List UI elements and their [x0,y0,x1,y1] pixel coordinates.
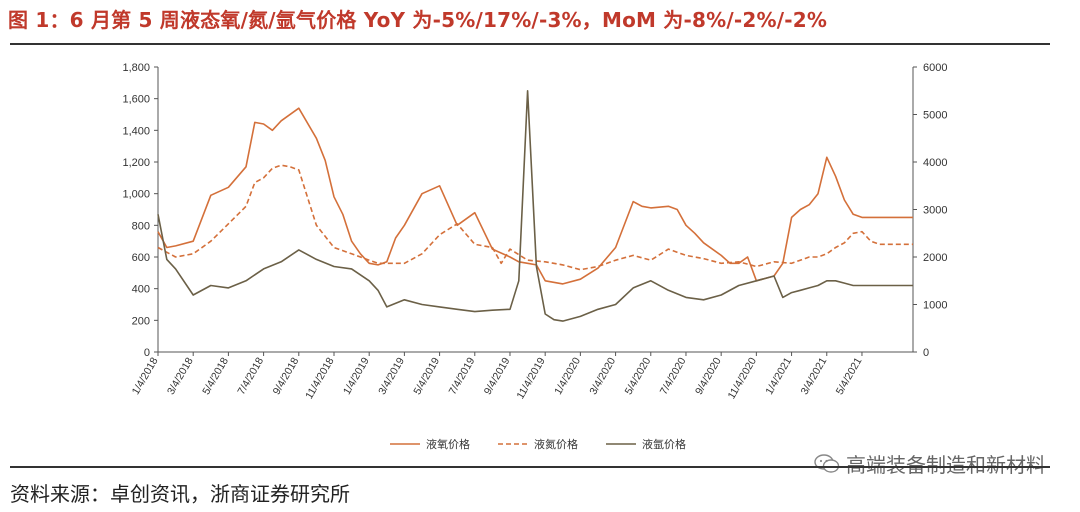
left-y-tick-label: 1,000 [122,189,150,201]
series-line-1 [157,107,913,285]
x-tick-label: 9/4/2018 [271,355,302,397]
x-tick-label: 3/4/2018 [165,355,196,397]
left-y-tick-label: 1,200 [122,157,150,169]
legend-label-3: 液氩价格 [642,437,686,451]
left-y-tick-label: 600 [132,252,150,264]
right-y-tick-label: 6000 [923,62,947,74]
left-y-tick-label: 200 [132,315,150,327]
series-line-3 [157,90,913,322]
left-y-tick-label: 1,600 [122,94,150,106]
x-tick-label: 5/4/2019 [411,355,442,397]
left-y-tick-label: 0 [144,347,150,359]
x-tick-label: 3/4/2021 [799,355,830,397]
x-tick-label: 1/4/2019 [341,355,372,397]
x-tick-label: 1/4/2021 [763,355,794,397]
chart-title: 图 1：6 月第 5 周液态氧/氮/氩气价格 YoY 为-5%/17%/-3%，… [8,8,828,32]
watermark-text: 高端装备制造和新材料 [846,453,1046,477]
right-y-tick-label: 1000 [923,300,947,312]
series-line-2 [157,164,913,271]
left-y-tick-label: 1,800 [122,62,150,74]
x-tick-label: 7/4/2019 [447,355,478,397]
legend-label-1: 液氧价格 [426,437,470,451]
right-y-tick-label: 3000 [923,205,947,217]
x-tick-label: 7/4/2018 [235,355,266,397]
x-tick-label: 11/4/2019 [514,355,547,401]
wechat-icon [814,453,840,473]
price-chart: 02004006008001,0001,2001,4001,6001,80001… [122,62,947,451]
right-y-tick-label: 0 [923,347,929,359]
right-y-tick-label: 5000 [923,110,947,122]
x-tick-label: 5/4/2020 [623,355,654,397]
left-y-tick-label: 800 [132,220,150,232]
title-divider [10,43,1050,45]
x-tick-label: 9/4/2020 [693,355,724,397]
x-tick-label: 11/4/2018 [303,355,336,401]
right-y-tick-label: 2000 [923,252,947,264]
source-note: 资料来源：卓创资讯，浙商证券研究所 [10,482,350,506]
x-tick-label: 9/4/2019 [482,355,513,397]
x-tick-label: 5/4/2021 [834,355,865,397]
x-tick-label: 1/4/2020 [552,355,583,397]
left-y-tick-label: 1,400 [122,125,150,137]
x-tick-label: 7/4/2020 [658,355,689,397]
watermark: 高端装备制造和新材料 [814,449,1046,478]
legend-label-2: 液氮价格 [534,437,578,451]
x-tick-label: 11/4/2020 [726,355,759,401]
x-tick-label: 3/4/2019 [376,355,407,397]
right-y-tick-label: 4000 [923,157,947,169]
x-tick-label: 5/4/2018 [200,355,231,397]
source-divider [10,466,1050,468]
x-tick-label: 3/4/2020 [587,355,618,397]
left-y-tick-label: 400 [132,284,150,296]
x-tick-label: 1/4/2018 [130,355,161,397]
